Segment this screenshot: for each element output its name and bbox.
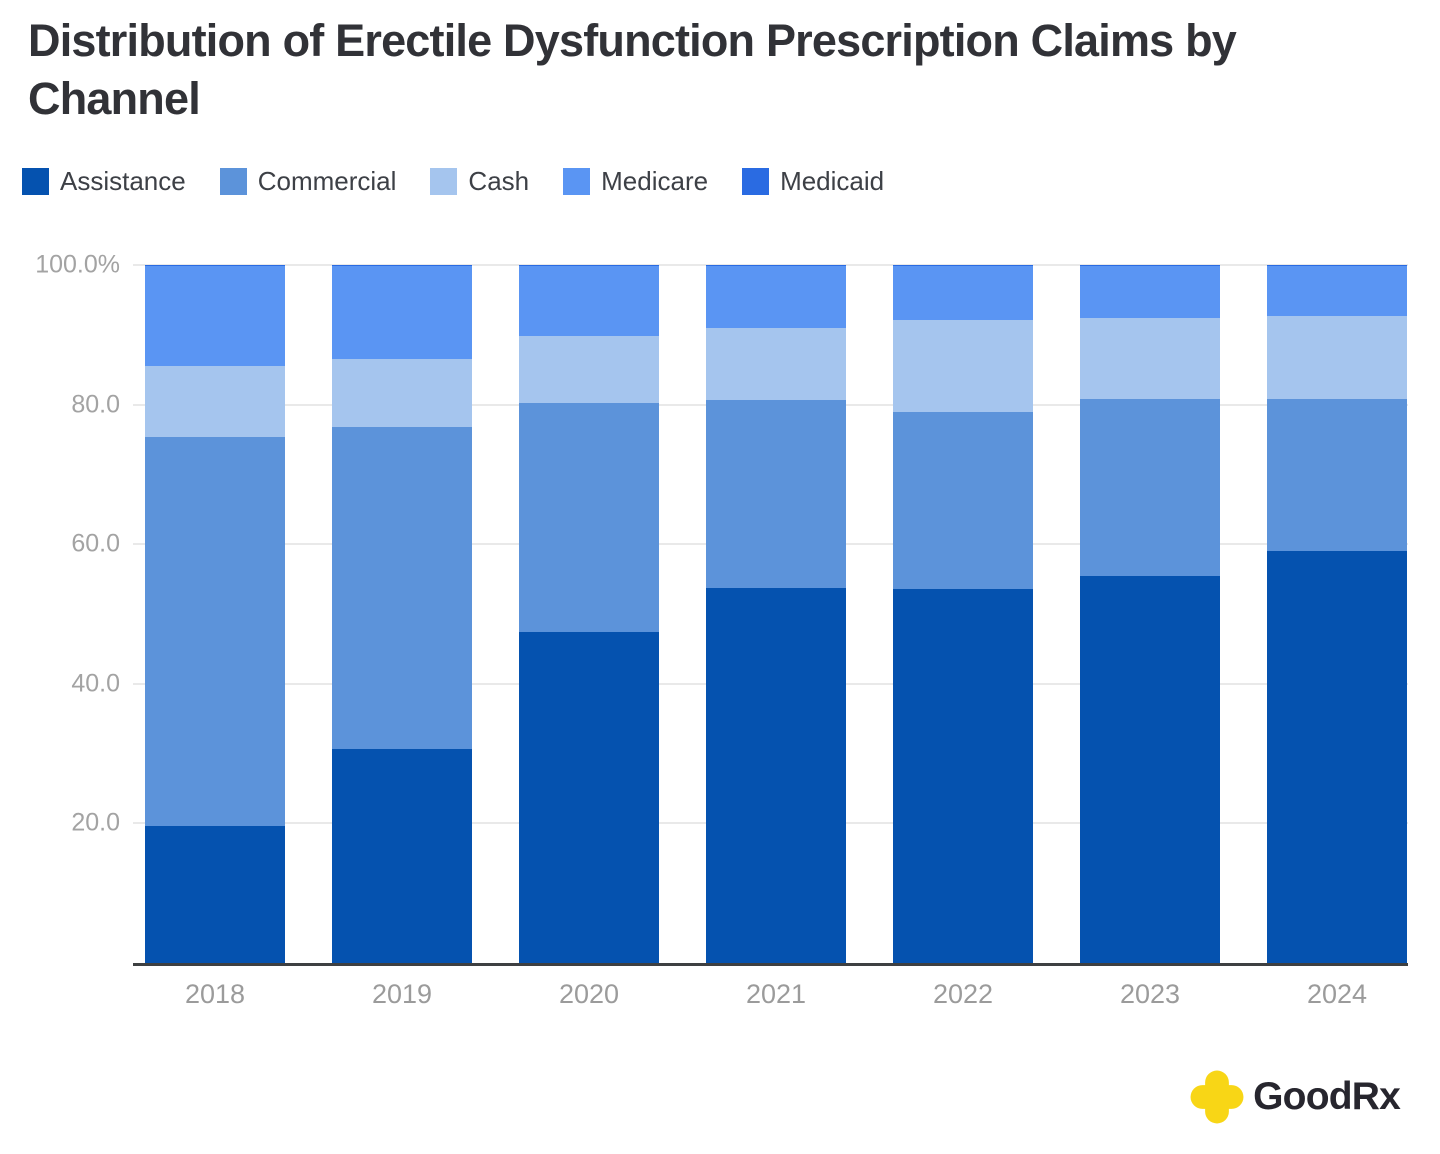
x-tick-label-2018: 2018 (184, 979, 246, 1009)
bar-segment-assistance-2021[interactable] (706, 588, 846, 963)
legend-label-assistance: Assistance (60, 166, 186, 196)
chart-title: Distribution of Erectile Dysfunction Pre… (28, 15, 1237, 125)
legend-swatch-commercial (219, 168, 247, 195)
bar-segment-assistance-2018[interactable] (145, 825, 285, 963)
bar-segment-medicare-2022[interactable] (893, 266, 1033, 321)
bar-segment-medicaid-2024[interactable] (1267, 265, 1407, 267)
x-tick-label-2020: 2020 (558, 979, 620, 1009)
legend-item-assistance[interactable]: Assistance (22, 166, 186, 197)
bar-segment-cash-2023[interactable] (1080, 318, 1220, 400)
stacked-bar-2021[interactable] (706, 265, 846, 963)
bar-segment-assistance-2022[interactable] (893, 588, 1033, 963)
bar-segment-medicare-2018[interactable] (145, 266, 285, 366)
legend-item-medicare[interactable]: Medicare (563, 166, 708, 197)
bar-segment-commercial-2022[interactable] (893, 412, 1033, 589)
bar-segment-commercial-2023[interactable] (1080, 399, 1220, 576)
plot-area (133, 264, 1408, 966)
stacked-bar-2019[interactable] (332, 265, 472, 963)
bar-segment-assistance-2023[interactable] (1080, 575, 1220, 963)
x-tick-label-2022: 2022 (932, 979, 994, 1009)
x-tick-label-2019: 2019 (371, 979, 433, 1009)
y-tick-label-40: 40.0 (71, 669, 120, 698)
x-tick-label-2023: 2023 (1119, 979, 1181, 1009)
brand-footer: GoodRx (1190, 1070, 1401, 1124)
bar-segment-medicaid-2018[interactable] (145, 265, 285, 267)
bar-segment-commercial-2021[interactable] (706, 400, 846, 589)
stacked-bar-2024[interactable] (1267, 265, 1407, 963)
legend-label-commercial: Commercial (257, 166, 397, 196)
goodrx-cross-icon (1190, 1070, 1244, 1124)
bar-segment-cash-2018[interactable] (145, 365, 285, 437)
y-tick-label-100: 100.0% (35, 250, 120, 279)
bar-segment-medicare-2024[interactable] (1267, 266, 1407, 316)
bar-segment-medicaid-2021[interactable] (706, 265, 846, 267)
y-axis-labels: 100.0% 80.0 60.0 40.0 20.0 (0, 251, 120, 963)
y-tick-label-80: 80.0 (71, 390, 120, 419)
bar-segment-cash-2021[interactable] (706, 327, 846, 401)
gridline-100 (133, 264, 1408, 266)
stacked-bar-2023[interactable] (1080, 265, 1220, 963)
bar-segment-cash-2024[interactable] (1267, 315, 1407, 400)
bar-segment-medicaid-2022[interactable] (893, 265, 1033, 267)
y-tick-label-20: 20.0 (71, 808, 120, 837)
stacked-bar-2020[interactable] (519, 265, 659, 963)
bar-segment-commercial-2024[interactable] (1267, 399, 1407, 552)
bar-segment-commercial-2019[interactable] (332, 426, 472, 750)
stacked-bar-2022[interactable] (893, 265, 1033, 963)
legend-label-medicaid: Medicaid (780, 166, 885, 196)
legend-swatch-assistance (22, 168, 49, 195)
legend: Assistance Commercial Cash Medicare Medi… (22, 166, 884, 197)
bar-segment-medicare-2019[interactable] (332, 266, 472, 360)
x-tick-label-2021: 2021 (745, 979, 807, 1009)
legend-label-cash: Cash (468, 166, 530, 196)
bar-segment-medicare-2021[interactable] (706, 266, 846, 328)
legend-item-cash[interactable]: Cash (430, 166, 529, 197)
brand-wordmark: GoodRx (1253, 1075, 1401, 1118)
bar-segment-commercial-2020[interactable] (519, 402, 659, 633)
legend-item-medicaid[interactable]: Medicaid (742, 166, 884, 197)
bar-segment-medicare-2020[interactable] (519, 266, 659, 336)
bar-segment-commercial-2018[interactable] (145, 436, 285, 826)
legend-swatch-cash (430, 168, 458, 195)
bar-segment-medicaid-2019[interactable] (332, 265, 472, 267)
y-tick-label-60: 60.0 (71, 529, 120, 558)
bar-segment-cash-2022[interactable] (893, 320, 1033, 413)
bar-segment-cash-2019[interactable] (332, 359, 472, 427)
legend-label-medicare: Medicare (601, 166, 709, 196)
bar-segment-medicare-2023[interactable] (1080, 266, 1220, 319)
bar-segment-cash-2020[interactable] (519, 335, 659, 403)
bar-segment-medicaid-2020[interactable] (519, 265, 659, 267)
legend-item-commercial[interactable]: Commercial (219, 166, 397, 197)
legend-swatch-medicaid (742, 168, 770, 195)
legend-swatch-medicare (563, 168, 591, 195)
x-tick-label-2024: 2024 (1306, 979, 1368, 1009)
bar-segment-assistance-2024[interactable] (1267, 551, 1407, 963)
x-axis-labels: 2018 2019 2020 2021 2022 2023 2024 (133, 979, 1408, 1013)
stacked-bar-2018[interactable] (145, 265, 285, 963)
bar-segment-assistance-2019[interactable] (332, 749, 472, 963)
bar-segment-assistance-2020[interactable] (519, 632, 659, 963)
bar-segment-medicaid-2023[interactable] (1080, 265, 1220, 267)
